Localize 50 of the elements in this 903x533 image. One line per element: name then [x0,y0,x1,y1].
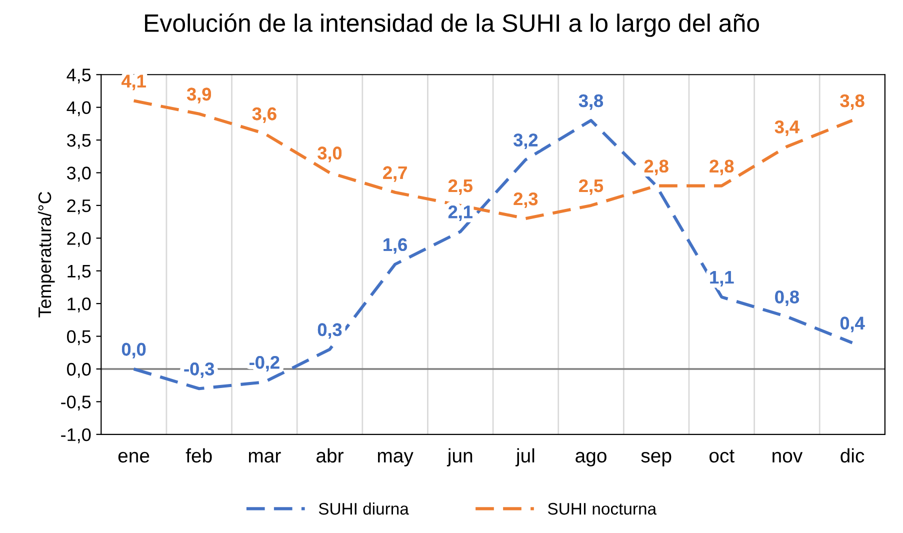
x-tick-label: jun [446,448,472,466]
data-label: 4,1 [122,74,146,90]
data-label: 0,4 [840,316,865,332]
y-tick-label: 4,0 [66,101,91,116]
data-label: 2,3 [514,192,538,208]
y-tick-label: 0,5 [67,330,91,346]
data-label: 2,1 [448,206,472,221]
legend-label: SUHI diurna [318,502,409,515]
data-label: 3,9 [186,88,211,104]
data-label: 3,4 [774,120,800,136]
x-tick-label: ene [118,452,150,463]
y-tick-label: -0,5 [61,396,91,411]
y-tick-label: 2,5 [67,199,91,214]
y-axis-title: Temperatura/°C [38,192,55,318]
data-label: 3,8 [578,94,604,110]
data-label: 0,0 [122,342,146,358]
y-tick-label: 3,0 [67,166,91,182]
data-label: 3,0 [318,146,342,162]
data-label: 3,6 [252,107,276,123]
data-label: 2,8 [710,160,734,176]
y-tick-label: 3,5 [67,134,91,149]
x-tick-label: mar [248,452,281,463]
data-label: 2,7 [383,166,407,182]
data-label: -0,2 [250,356,280,372]
chart-title: Evolución de la intensidad de la SUHI a lo largo del año [145,13,760,37]
x-tick-label: oct [709,450,734,463]
data-label: 3,8 [840,94,864,110]
data-label: 2,8 [644,160,668,176]
data-label: 3,2 [514,134,538,149]
y-tick-label: 0,0 [67,362,91,378]
x-tick-label: jul [515,448,534,466]
data-label: 0,8 [775,290,799,306]
data-label: 1,1 [710,271,734,286]
legend-label: SUHI nocturna [548,502,657,515]
data-label: 0,3 [318,323,342,339]
y-tick-label: 4,5 [66,68,91,84]
x-tick-label: may [378,452,414,466]
y-tick-label: 1,0 [68,298,91,312]
data-label: 1,6 [384,238,407,254]
x-tick-label: sep [641,452,672,466]
y-tick-label: 1,5 [68,264,91,280]
x-tick-label: dic [840,448,864,463]
y-tick-label: -1,0 [61,428,91,444]
x-tick-label: ago [576,452,606,466]
x-tick-label: nov [772,452,803,463]
data-label: 2,5 [579,179,604,195]
y-tick-label: 2,0 [67,232,91,248]
x-tick-label: feb [186,448,212,463]
data-label: 2,5 [448,179,472,195]
x-tick-label: abr [316,448,344,463]
